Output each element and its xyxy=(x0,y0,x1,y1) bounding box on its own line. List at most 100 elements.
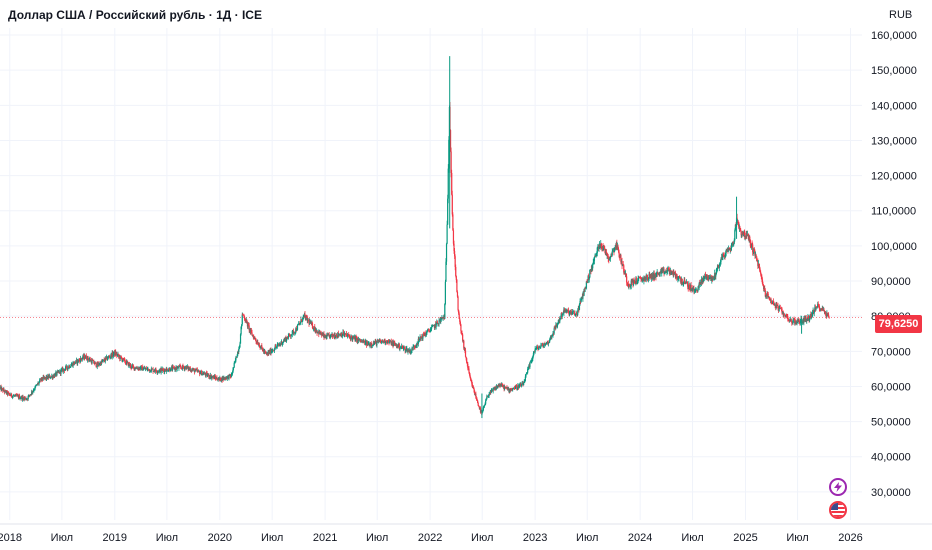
candle-body xyxy=(615,247,617,248)
candle-body xyxy=(739,228,742,231)
candle-body xyxy=(233,363,235,368)
candle-body xyxy=(155,370,158,372)
candle-body xyxy=(271,351,273,354)
candle-body xyxy=(666,270,669,272)
y-tick-label: 110,0000 xyxy=(871,206,916,218)
candle-body xyxy=(155,368,157,371)
candle-body xyxy=(281,342,284,345)
candle-body xyxy=(131,366,133,368)
candle-body xyxy=(739,227,741,229)
candle-body xyxy=(630,285,632,287)
candle-body xyxy=(98,364,101,366)
x-tick-label: 2026 xyxy=(838,532,862,544)
candle-body xyxy=(678,276,681,278)
candle-body xyxy=(524,376,526,382)
candle-body xyxy=(391,344,393,345)
candle-body xyxy=(477,402,479,406)
candle-body xyxy=(742,235,745,236)
candle-body xyxy=(134,367,136,369)
candle-body xyxy=(149,369,151,372)
candle-body xyxy=(436,321,438,324)
candle-body xyxy=(459,318,461,322)
candle-body xyxy=(50,376,52,378)
candle-body xyxy=(286,337,288,339)
candle-body xyxy=(264,351,266,353)
candle-body xyxy=(9,394,11,396)
candle-body xyxy=(293,332,295,334)
candle-body xyxy=(482,410,484,413)
candle-body xyxy=(248,325,250,331)
candle-body xyxy=(600,243,602,247)
y-tick-label: 100,0000 xyxy=(871,241,917,253)
candle-body xyxy=(394,343,396,345)
candle-body xyxy=(123,358,125,359)
candle-body xyxy=(559,318,562,319)
candle-body xyxy=(60,369,63,371)
candle-body xyxy=(752,244,754,253)
x-tick-label: 2020 xyxy=(208,532,232,544)
candle-body xyxy=(226,376,228,379)
candle-body xyxy=(473,389,475,393)
candle-body xyxy=(122,358,124,361)
candle-body xyxy=(91,360,93,364)
candle-body xyxy=(751,243,753,245)
candle-body xyxy=(29,395,31,396)
us-flag-icon[interactable] xyxy=(829,501,847,519)
x-axis: 2018 Июл 2019 Июл 2020 Июл 2021 Июл 2022 Июл 2023 И… xyxy=(0,523,932,544)
candle-body xyxy=(384,342,387,344)
candle-body xyxy=(452,230,455,244)
candle-body xyxy=(571,311,574,314)
candle-body xyxy=(475,397,478,400)
candle-body xyxy=(295,328,297,331)
candle-body xyxy=(142,369,144,371)
candle-body xyxy=(747,234,749,236)
y-tick-label: 150,0000 xyxy=(871,65,917,77)
candle-body xyxy=(738,222,740,229)
candle-body xyxy=(677,279,679,280)
candle-body xyxy=(533,351,535,354)
candle-body xyxy=(374,341,376,344)
candle-body xyxy=(722,253,724,260)
candle-body xyxy=(663,269,665,275)
candle-body xyxy=(173,366,175,368)
candle-body xyxy=(516,386,518,389)
candle-body xyxy=(455,276,457,280)
candle-body xyxy=(117,354,120,357)
candle-body xyxy=(716,265,719,269)
lightning-icon[interactable] xyxy=(829,478,847,496)
candle-body xyxy=(231,374,233,375)
candle-body xyxy=(659,272,661,276)
candle-body xyxy=(350,335,353,338)
candle-body xyxy=(787,316,789,319)
candle-body xyxy=(666,271,668,273)
candle-layer xyxy=(0,56,862,419)
candle-body xyxy=(807,316,810,318)
candle-body xyxy=(483,405,486,407)
candle-body xyxy=(638,277,640,278)
candle-body xyxy=(199,373,201,375)
candle-body xyxy=(731,244,733,246)
candle-body xyxy=(796,320,798,325)
candle-body xyxy=(234,361,236,364)
candle-body xyxy=(818,304,820,307)
candle-body xyxy=(766,293,768,296)
candle-body xyxy=(657,272,659,274)
candle-body xyxy=(471,381,473,385)
candle-body xyxy=(235,356,237,361)
candle-body xyxy=(189,368,192,372)
candle-body xyxy=(32,391,34,393)
candle-body xyxy=(305,316,307,320)
candle-body xyxy=(696,289,698,291)
candle-body xyxy=(630,280,632,286)
candle-body xyxy=(550,335,552,337)
candle-body xyxy=(444,281,446,304)
candle-body xyxy=(144,368,147,370)
candle-body xyxy=(75,360,77,363)
candle-body xyxy=(775,303,777,308)
candle-body xyxy=(257,342,259,345)
candle-body xyxy=(532,353,535,357)
candle-body xyxy=(456,279,458,292)
candle-body xyxy=(740,230,742,236)
